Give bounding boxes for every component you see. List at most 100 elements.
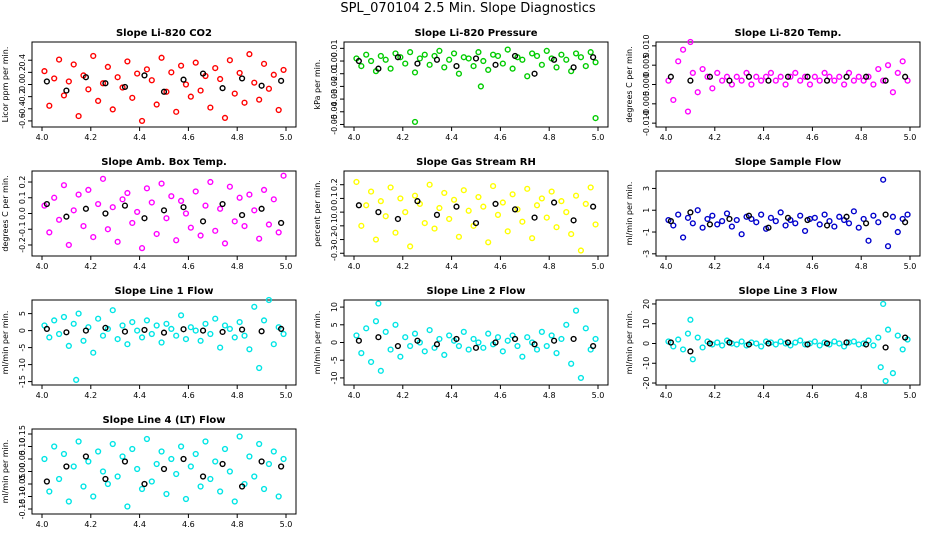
y-tick-label: -0.6 [18,113,27,129]
data-point [212,227,219,234]
data-point [694,89,701,96]
data-point [367,188,375,195]
data-point [102,80,109,87]
y-tick-label: 20 [642,299,651,309]
y-tick-label: -5 [330,356,339,364]
data-point [441,351,448,358]
data-point [270,196,277,203]
data-point [221,445,229,453]
data-point [73,376,80,384]
data-point [509,191,516,198]
data-series [411,83,599,126]
data-point [904,211,911,218]
data-point [758,343,765,350]
data-point [414,60,421,67]
data-point [207,330,214,338]
data-point [797,337,804,344]
data-point [570,217,577,224]
data-point [592,59,599,66]
data-point [148,77,155,84]
data-point [65,498,72,505]
y-tick-label: 0.0 [18,207,27,220]
chart-panel: Slope Li-820 CO2 Licor ppm per min. 4.0 4.2… [1,28,297,142]
data-point [231,498,238,505]
data-point [251,207,258,214]
data-point [134,327,141,334]
data-point [182,336,190,343]
data-point [256,96,263,103]
y-tick-label: 0.010 [642,34,651,57]
data-point [238,211,246,219]
data-point [684,108,692,115]
data-point [687,77,694,84]
data-point [882,344,889,351]
data-point [104,226,111,233]
data-point [280,66,287,74]
data-point [455,233,463,240]
data-point [689,356,696,363]
data-point [679,346,687,353]
data-point [492,339,499,346]
data-point [82,74,90,81]
data-point [860,215,867,223]
chart-panel: Slope Li-820 Temp. degrees C per min. 4.0 4… [625,28,921,142]
data-point [231,90,238,97]
plot-frame [31,299,297,386]
data-point [453,335,460,343]
data-series [355,334,597,351]
data-point [134,208,141,216]
data-point [199,327,207,334]
data-point [531,70,538,77]
x-tick-label: 4.8 [855,391,868,400]
data-point [258,205,265,212]
data-point [70,320,77,327]
data-point [831,77,838,84]
data-point [504,228,511,235]
data-point [138,334,146,341]
data-point [143,317,151,324]
chart-title: Slope Gas Stream RH [416,157,536,168]
data-point [387,184,394,191]
x-tick-label: 4.0 [348,262,361,271]
data-point [382,56,389,63]
data-point [499,199,506,206]
data-point [687,38,694,46]
data-point [590,342,597,350]
data-point [256,364,263,372]
data-point [177,197,185,205]
data-point [514,206,521,213]
y-tick-label: 0 [642,341,651,346]
y-axis-label: degrees C per min. [625,46,634,122]
data-point [60,182,68,189]
data-series [43,453,285,490]
data-point [180,76,187,83]
data-point [114,473,121,480]
data-point [177,312,185,319]
data-point [124,58,131,65]
data-point [394,342,402,350]
data-point [124,189,131,197]
data-point [862,73,870,80]
x-tick-label: 4.0 [36,391,49,400]
data-point [402,209,409,216]
data-point [246,346,253,353]
data-point [699,344,706,351]
y-axis-label: ml/min per min. [313,311,322,375]
data-point [212,458,219,465]
data-point [221,114,229,121]
data-point [446,215,453,223]
data-point [524,185,531,192]
data-point [236,433,243,440]
x-tick-label: 4.4 [133,133,146,142]
data-point [499,348,506,355]
y-tick-label: -0.2 [18,237,27,253]
data-series [353,46,599,80]
data-point [882,77,889,84]
y-tick-label: 5 [330,322,339,327]
data-point [894,69,901,77]
data-point [894,228,901,236]
data-point [894,332,901,339]
data-point [168,325,175,333]
data-point [187,324,194,331]
data-point [82,205,90,212]
